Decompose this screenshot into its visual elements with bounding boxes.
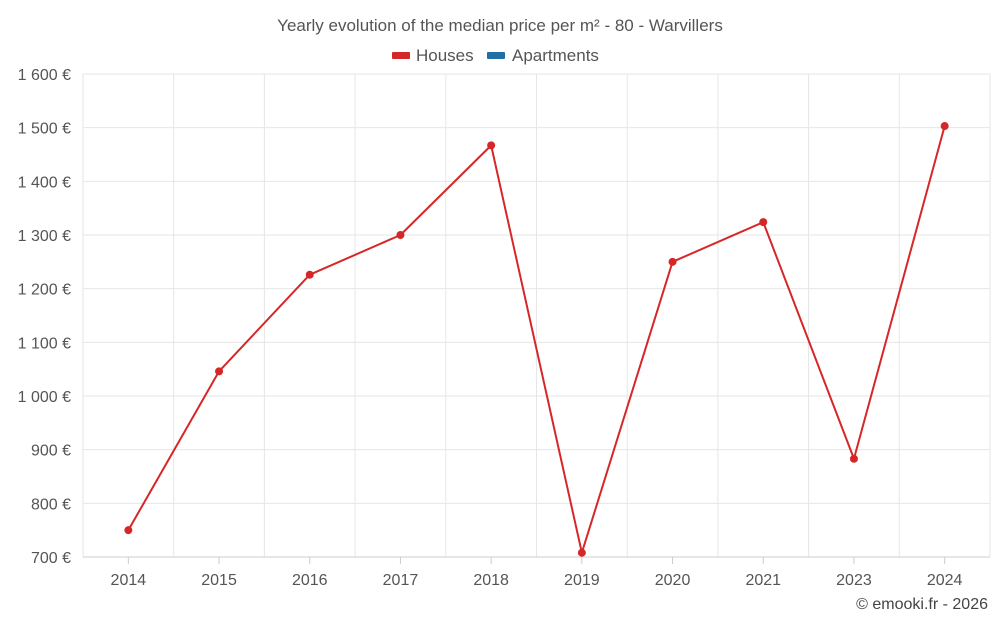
data-point-houses-2021[interactable] (759, 218, 768, 227)
axes: 700 € 800 € 900 € 1 000 € 1 100 € 1 200 € 1 30… (18, 67, 990, 589)
chart-title: Yearly evolution of the median price per… (277, 16, 723, 35)
x-tick-label: 2018 (473, 572, 509, 589)
x-tick-label: 2024 (927, 572, 963, 589)
data-point-houses-2019[interactable] (577, 548, 586, 557)
series-houses (124, 122, 949, 557)
legend-swatch-apartments (487, 52, 505, 59)
legend-label-apartments: Apartments (512, 46, 599, 65)
series-line-houses (127, 125, 946, 554)
data-point-houses-2016[interactable] (305, 270, 314, 279)
data-point-houses-2018[interactable] (487, 141, 496, 150)
y-tick-label: 1 300 € (18, 228, 71, 245)
x-tick-label: 2019 (564, 572, 600, 589)
grid (82, 73, 991, 557)
legend-swatch-houses (392, 52, 410, 59)
x-tick-label: 2016 (292, 572, 328, 589)
data-point-houses-2014[interactable] (124, 526, 133, 535)
legend-item-houses[interactable]: Houses (392, 46, 474, 65)
legend: Houses Apartments (392, 46, 599, 65)
x-tick-label: 2014 (111, 572, 147, 589)
data-point-houses-2015[interactable] (215, 367, 224, 376)
y-tick-label: 1 200 € (18, 282, 71, 299)
y-tick-label: 900 € (31, 443, 71, 460)
data-point-houses-2024[interactable] (940, 122, 949, 131)
legend-label-houses: Houses (416, 46, 474, 65)
y-tick-label: 1 000 € (18, 389, 71, 406)
data-point-houses-2017[interactable] (396, 231, 405, 239)
y-tick-label: 1 100 € (18, 335, 71, 352)
y-tick-label: 1 400 € (18, 174, 71, 191)
y-tick-label: 1 500 € (18, 121, 71, 138)
x-tick-label: 2021 (745, 572, 781, 589)
data-point-houses-2020[interactable] (668, 257, 677, 266)
x-tick-label: 2023 (836, 572, 872, 589)
data-point-houses-2023[interactable] (849, 454, 858, 463)
y-tick-label: 800 € (31, 496, 71, 513)
credit-text: © emooki.fr - 2026 (856, 596, 988, 613)
legend-item-apartments[interactable]: Apartments (487, 46, 599, 65)
y-tick-label: 700 € (31, 550, 71, 567)
y-tick-label: 1 600 € (18, 67, 71, 84)
x-tick-label: 2015 (201, 572, 237, 589)
x-tick-label: 2020 (655, 572, 691, 589)
x-tick-label: 2017 (383, 572, 419, 589)
